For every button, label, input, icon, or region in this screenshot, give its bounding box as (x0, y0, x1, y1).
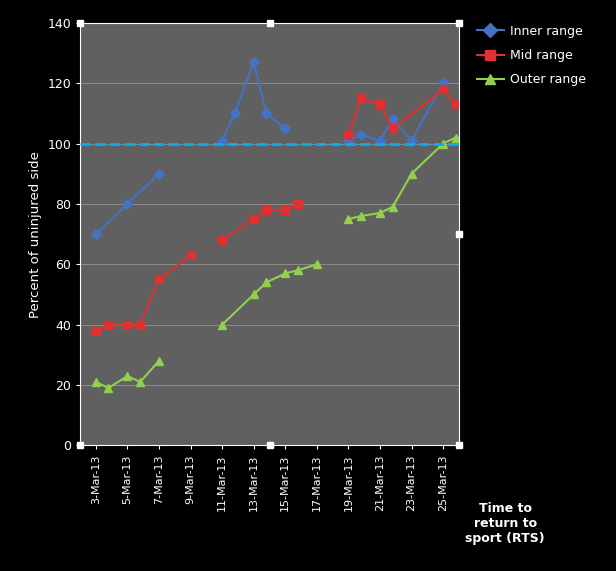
Line: Outer range: Outer range (92, 134, 460, 392)
Inner range (408, 137, 415, 144)
Mid range (439, 86, 447, 93)
Inner range (124, 200, 131, 207)
Mid range (376, 101, 384, 108)
Outer range (439, 140, 447, 147)
Outer range (389, 203, 396, 210)
Legend: Inner range, Mid range, Outer range: Inner range, Mid range, Outer range (477, 25, 586, 86)
Mid range (92, 327, 100, 334)
Mid range (124, 321, 131, 328)
Inner range (250, 59, 257, 66)
Inner range (219, 137, 226, 144)
Inner range (282, 125, 289, 132)
Outer range (313, 261, 320, 268)
Mid range (389, 125, 396, 132)
Outer range (345, 216, 352, 223)
Inner range (155, 170, 163, 177)
Mid range (345, 131, 352, 138)
Text: Time to
return to
sport (RTS): Time to return to sport (RTS) (465, 502, 545, 545)
Outer range (124, 372, 131, 379)
Inner range (389, 116, 396, 123)
Mid range (452, 101, 460, 108)
Mid range (294, 200, 302, 207)
Outer range (282, 270, 289, 277)
Line: Mid range: Mid range (92, 86, 460, 335)
Outer range (357, 212, 365, 219)
Mid range (357, 95, 365, 102)
Mid range (155, 276, 163, 283)
Outer range (452, 134, 460, 141)
Outer range (92, 379, 100, 385)
Mid range (187, 252, 194, 259)
Inner range (357, 131, 365, 138)
Outer range (376, 210, 384, 216)
Mid range (105, 321, 112, 328)
Y-axis label: Percent of uninjured side: Percent of uninjured side (28, 151, 42, 317)
Mid range (262, 207, 270, 214)
Mid range (282, 207, 289, 214)
Mid range (250, 216, 257, 223)
Inner range (345, 137, 352, 144)
Mid range (219, 237, 226, 244)
Outer range (262, 279, 270, 286)
Inner range (262, 110, 270, 117)
Outer range (105, 385, 112, 392)
Outer range (408, 170, 415, 177)
Inner range (439, 80, 447, 87)
Inner range (376, 137, 384, 144)
Outer range (294, 267, 302, 274)
Outer range (155, 357, 163, 364)
Inner range (92, 231, 100, 238)
Outer range (219, 321, 226, 328)
Mid range (136, 321, 144, 328)
Line: Inner range: Inner range (92, 59, 447, 238)
Outer range (136, 379, 144, 385)
Inner range (231, 110, 238, 117)
Outer range (250, 291, 257, 298)
